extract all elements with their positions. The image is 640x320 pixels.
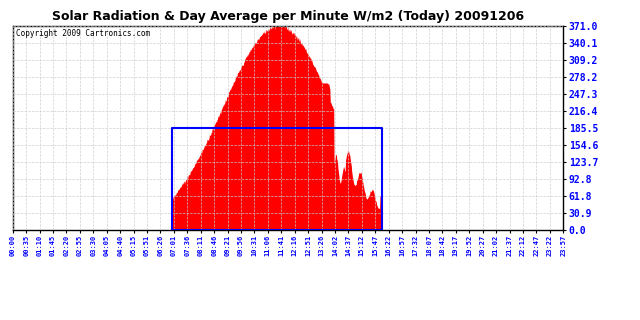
Title: Solar Radiation & Day Average per Minute W/m2 (Today) 20091206: Solar Radiation & Day Average per Minute… [52, 10, 524, 23]
Text: Copyright 2009 Cartronics.com: Copyright 2009 Cartronics.com [15, 29, 150, 38]
